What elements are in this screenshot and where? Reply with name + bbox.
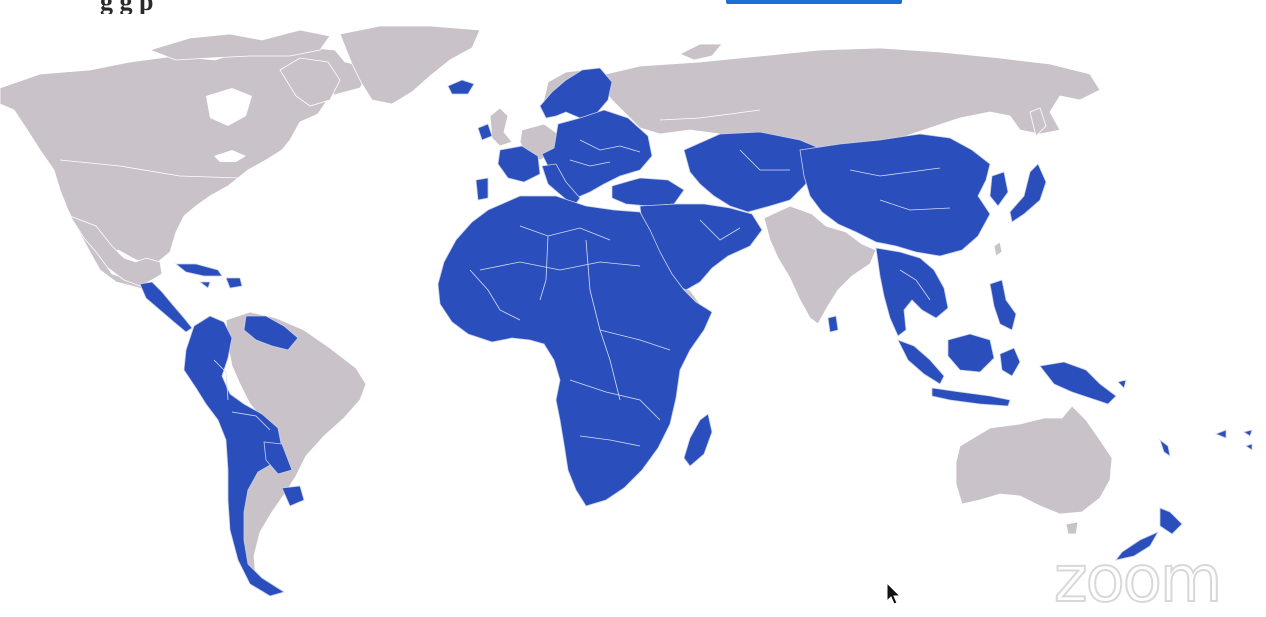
uruguay — [281, 485, 305, 507]
zoom-watermark: zoom — [1053, 543, 1223, 617]
russia — [597, 47, 1101, 151]
madagascar — [683, 413, 713, 467]
united-kingdom — [489, 107, 513, 147]
member-land — [139, 67, 1253, 597]
central-america — [139, 281, 193, 333]
ireland — [477, 123, 493, 141]
philippines — [989, 279, 1017, 331]
fiji — [1214, 429, 1227, 439]
baffin-island — [279, 57, 341, 107]
russia-north-islands — [679, 43, 723, 61]
sumatra — [897, 339, 945, 385]
sakhalin — [1029, 107, 1047, 137]
sulawesi — [999, 347, 1021, 377]
country-borders — [59, 109, 951, 447]
cuba — [174, 263, 223, 277]
sweden-finland — [539, 67, 613, 119]
borneo — [947, 333, 995, 373]
mexico — [69, 215, 163, 287]
java-lesser-sunda — [931, 387, 1011, 407]
non-member-land — [0, 25, 1113, 582]
eastern-europe — [541, 109, 653, 199]
header-link[interactable] — [726, 0, 902, 4]
samoa — [1243, 429, 1253, 437]
jamaica — [198, 281, 211, 289]
australia — [955, 405, 1113, 515]
india — [763, 205, 877, 325]
hispaniola — [225, 277, 243, 289]
vanuatu — [1159, 438, 1171, 457]
new-guinea — [1039, 361, 1117, 405]
taiwan — [993, 241, 1003, 257]
header-strip: g g p — [0, 0, 1266, 14]
tasmania — [1065, 521, 1079, 535]
korea — [989, 171, 1009, 207]
new-zealand-south — [1115, 531, 1159, 561]
sri-lanka — [827, 315, 839, 333]
guianas-venezuela — [243, 315, 299, 351]
china-mongolia — [799, 133, 991, 257]
paraguay — [263, 441, 293, 475]
africa — [437, 195, 713, 507]
tonga — [1245, 443, 1253, 451]
mouse-pointer-icon — [886, 582, 902, 605]
greenland — [339, 25, 481, 105]
andean-south-america — [183, 315, 285, 597]
central-asia — [683, 131, 825, 213]
solomon-islands — [1117, 379, 1127, 389]
france — [497, 145, 541, 183]
turkey — [611, 177, 685, 207]
southeast-asia — [875, 247, 949, 337]
header-text: g g p — [100, 0, 153, 14]
canadian-arctic-islands — [148, 29, 331, 61]
japan — [1009, 163, 1047, 223]
portugal — [475, 177, 489, 201]
iceland — [447, 79, 475, 95]
new-zealand-north — [1159, 507, 1183, 535]
italy — [541, 163, 581, 207]
